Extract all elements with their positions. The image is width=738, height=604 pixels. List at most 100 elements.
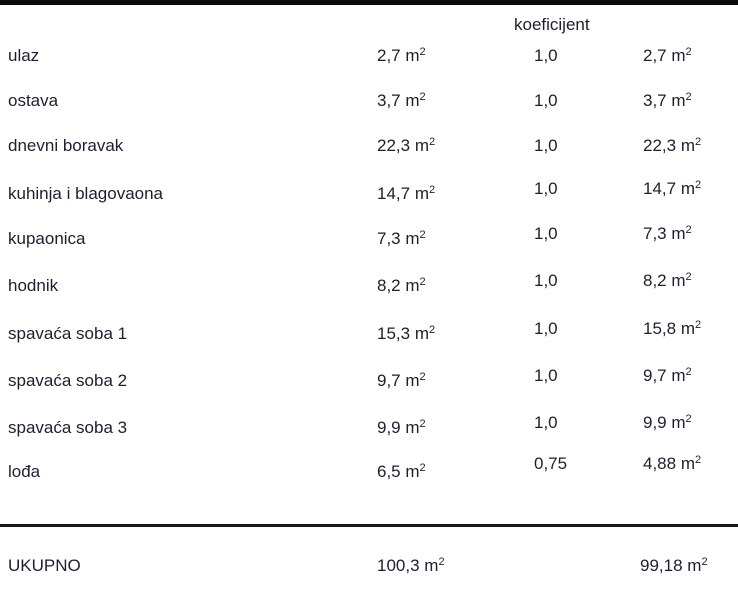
koeficijent-value: 1,0 — [534, 271, 558, 290]
reduced-number: 15,8 — [643, 319, 677, 338]
unit-label: m2 — [414, 324, 436, 343]
unit-label: m2 — [671, 413, 692, 432]
reduced-number: 7,3 — [643, 224, 667, 243]
koeficijent-value: 0,75 — [534, 454, 568, 473]
table-row: spavaća soba 1 15,3 m2 1,0 15,8 m2 — [0, 319, 738, 346]
room-name: spavaća soba 1 — [8, 324, 128, 343]
reduced-number: 14,7 — [643, 179, 677, 198]
room-name: dnevni boravak — [8, 136, 124, 155]
unit-label: m2 — [671, 271, 692, 290]
reduced-area-value: 9,7 m2 — [643, 366, 692, 386]
reduced-number: 4,88 — [643, 454, 677, 473]
room-area-value: 9,9 m2 — [377, 418, 426, 438]
area-number: 3,7 — [377, 91, 401, 110]
area-number: 2,7 — [377, 46, 401, 65]
reduced-area-value: 3,7 m2 — [643, 91, 692, 111]
unit-label: m2 — [680, 319, 702, 338]
room-area-value: 6,5 m2 — [377, 462, 426, 482]
total-area-value: 100,3 m2 — [377, 556, 445, 576]
unit-label: m2 — [405, 91, 426, 110]
unit-label: m2 — [687, 556, 708, 575]
unit-label: m2 — [405, 229, 426, 248]
area-number: 9,9 — [377, 418, 401, 437]
table-row: kupaonica 7,3 m2 1,0 7,3 m2 — [0, 224, 738, 251]
unit-label: m2 — [414, 136, 436, 155]
unit-label: m2 — [405, 46, 426, 65]
room-name: spavaća soba 3 — [8, 418, 128, 437]
reduced-area-value: 7,3 m2 — [643, 224, 692, 244]
unit-label: m2 — [680, 179, 702, 198]
room-name: kupaonica — [8, 229, 86, 248]
room-name: spavaća soba 2 — [8, 371, 128, 390]
area-number: 9,7 — [377, 371, 401, 390]
reduced-number: 22,3 — [643, 136, 677, 155]
reduced-area-value: 15,8 m2 — [643, 319, 701, 339]
reduced-number: 8,2 — [643, 271, 667, 290]
unit-label: m2 — [671, 366, 692, 385]
table-row: spavaća soba 3 9,9 m2 1,0 9,9 m2 — [0, 413, 738, 440]
koeficijent-value: 1,0 — [534, 413, 558, 432]
room-area-value: 7,3 m2 — [377, 229, 426, 249]
unit-label: m2 — [424, 556, 445, 575]
area-number: 22,3 — [377, 136, 411, 155]
total-label: UKUPNO — [8, 556, 81, 575]
room-area-value: 22,3 m2 — [377, 136, 435, 156]
koeficijent-value: 1,0 — [534, 366, 558, 385]
unit-label: m2 — [671, 91, 692, 110]
unit-label: m2 — [671, 46, 692, 65]
table-row: ulaz 2,7 m2 1,0 2,7 m2 — [0, 46, 738, 68]
unit-label: m2 — [414, 184, 436, 203]
unit-label: m2 — [405, 462, 426, 481]
reduced-number: 9,7 — [643, 366, 667, 385]
table-row: dnevni boravak 22,3 m2 1,0 22,3 m2 — [0, 136, 738, 158]
table-row: kuhinja i blagovaona 14,7 m2 1,0 14,7 m2 — [0, 179, 738, 206]
koeficijent-value: 1,0 — [534, 179, 558, 198]
area-number: 8,2 — [377, 276, 401, 295]
room-area-value: 2,7 m2 — [377, 46, 426, 66]
unit-label: m2 — [405, 418, 426, 437]
reduced-number: 3,7 — [643, 91, 667, 110]
reduced-area-value: 8,2 m2 — [643, 271, 692, 291]
reduced-area-value: 14,7 m2 — [643, 179, 701, 199]
top-rule — [0, 0, 738, 5]
area-number: 7,3 — [377, 229, 401, 248]
room-area-value: 8,2 m2 — [377, 276, 426, 296]
room-area-value: 3,7 m2 — [377, 91, 426, 111]
room-area-value: 15,3 m2 — [377, 324, 435, 344]
koeficijent-value: 1,0 — [534, 224, 558, 243]
total-reduced-area-value: 99,18 m2 — [640, 556, 708, 576]
koeficijent-value: 1,0 — [534, 136, 558, 155]
koeficijent-value: 1,0 — [534, 319, 558, 338]
reduced-area-value: 22,3 m2 — [643, 136, 701, 156]
koeficijent-value: 1,0 — [534, 91, 558, 110]
unit-label: m2 — [680, 136, 702, 155]
table-row: hodnik 8,2 m2 1,0 8,2 m2 — [0, 271, 738, 298]
table-row: spavaća soba 2 9,7 m2 1,0 9,7 m2 — [0, 366, 738, 393]
table-row: lođa 6,5 m2 0,75 4,88 m2 — [0, 454, 738, 484]
room-name: ulaz — [8, 46, 40, 65]
total-reduced-number: 99,18 — [640, 556, 683, 575]
room-name: kuhinja i blagovaona — [8, 184, 164, 203]
area-number: 6,5 — [377, 462, 401, 481]
reduced-area-value: 9,9 m2 — [643, 413, 692, 433]
room-name: ostava — [8, 91, 59, 110]
unit-label: m2 — [671, 224, 692, 243]
reduced-area-value: 2,7 m2 — [643, 46, 692, 66]
area-number: 14,7 — [377, 184, 411, 203]
unit-label: m2 — [405, 371, 426, 390]
table-row: ostava 3,7 m2 1,0 3,7 m2 — [0, 91, 738, 113]
koeficijent-column-header: koeficijent — [514, 15, 590, 34]
koeficijent-value: 1,0 — [534, 46, 558, 65]
reduced-number: 9,9 — [643, 413, 667, 432]
reduced-number: 2,7 — [643, 46, 667, 65]
room-name: hodnik — [8, 276, 59, 295]
room-name: lođa — [8, 462, 41, 481]
unit-label: m2 — [405, 276, 426, 295]
total-row: UKUPNO 100,3 m2 99,18 m2 — [0, 556, 738, 578]
room-area-value: 9,7 m2 — [377, 371, 426, 391]
unit-label: m2 — [680, 454, 702, 473]
area-number: 15,3 — [377, 324, 411, 343]
reduced-area-value: 4,88 m2 — [643, 454, 701, 474]
room-area-value: 14,7 m2 — [377, 184, 435, 204]
